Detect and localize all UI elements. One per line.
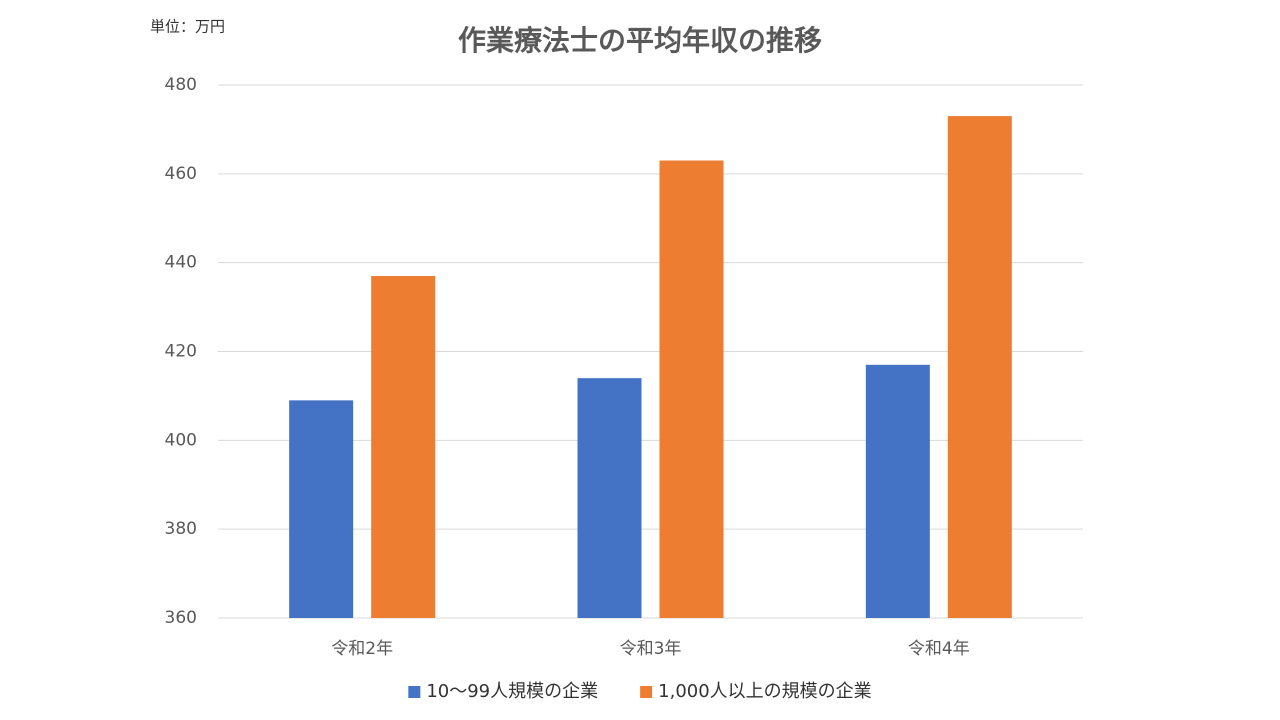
legend-swatch: [640, 686, 653, 698]
x-tick-label: 令和2年: [331, 639, 393, 659]
unit-label: 単位：万円: [150, 18, 225, 36]
y-tick-label: 400: [165, 430, 197, 450]
bar: [371, 275, 436, 618]
y-tick-label: 360: [165, 608, 197, 628]
y-tick-label: 480: [165, 75, 197, 95]
x-tick-label: 令和3年: [620, 639, 682, 659]
bar: [865, 364, 930, 618]
legend-swatch: [408, 686, 421, 698]
bar: [577, 378, 642, 618]
y-tick-label: 420: [165, 342, 197, 362]
legend-label: 1,000人以上の規模の企業: [658, 681, 872, 702]
legend-label: 10〜99人規模の企業: [426, 681, 598, 702]
bar: [947, 116, 1012, 618]
x-tick-label: 令和4年: [908, 639, 970, 659]
bar: [659, 160, 724, 618]
chart-title: 作業療法士の平均年収の推移: [458, 24, 822, 57]
y-tick-label: 460: [165, 164, 197, 184]
y-tick-label: 440: [165, 253, 197, 273]
y-tick-label: 380: [165, 519, 197, 539]
bar: [289, 400, 354, 618]
